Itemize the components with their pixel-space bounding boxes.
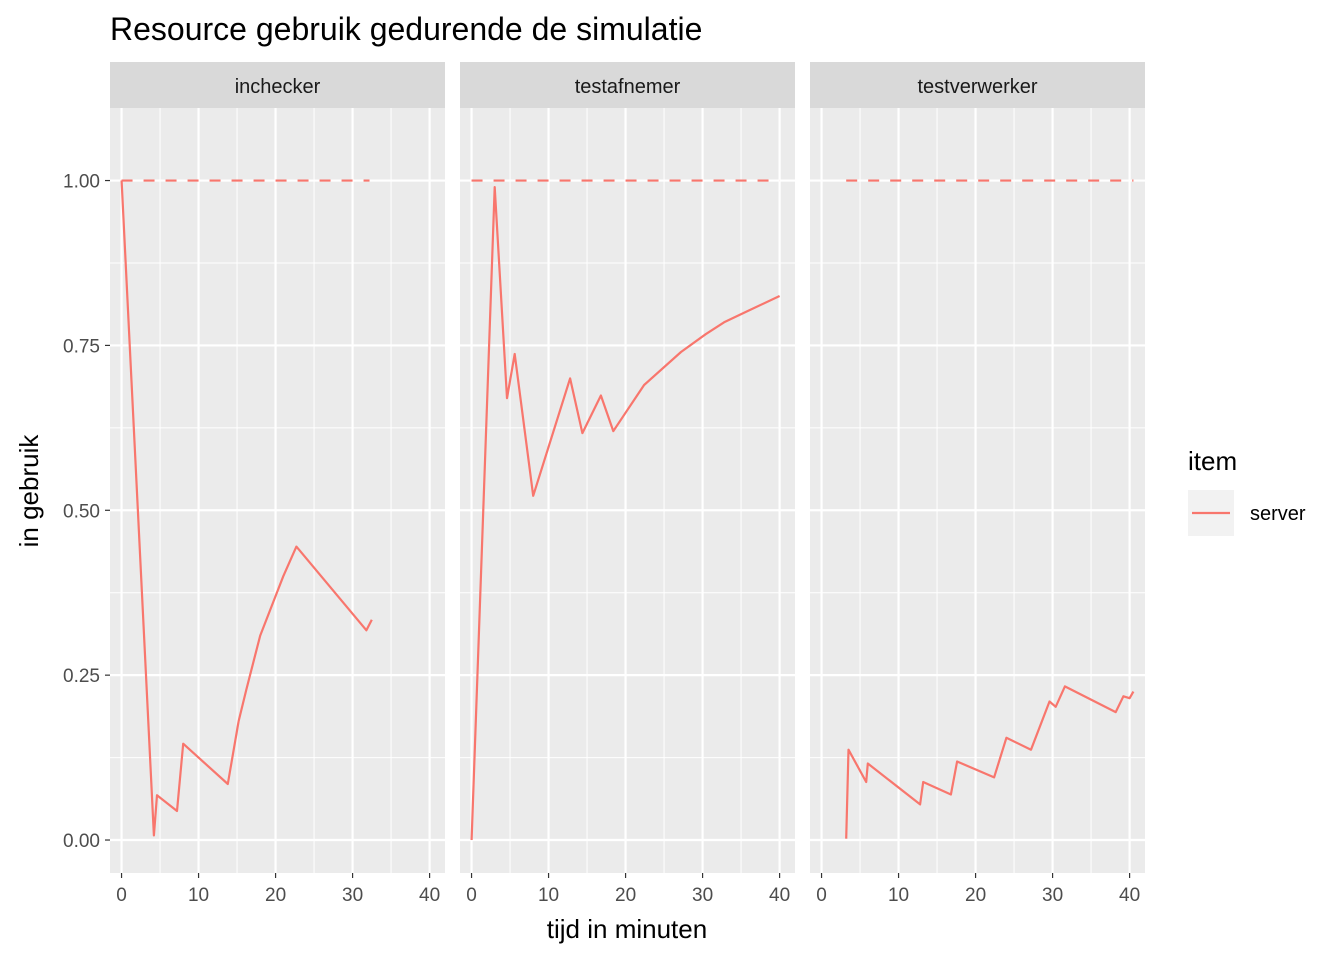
y-axis-title: in gebruik (14, 434, 44, 548)
x-tick-label: 20 (265, 885, 286, 906)
panel-background (460, 108, 795, 873)
y-tick-label: 0.75 (63, 336, 100, 357)
series-line-server-inchecker (120, 180, 373, 837)
y-tick-label: 0.00 (63, 831, 100, 852)
series-line-server-testverwerker (845, 685, 1135, 839)
x-tick-label: 10 (888, 885, 909, 906)
strip-testverwerker (810, 62, 1145, 108)
y-axis: 0.00 0.25 0.50 0.75 1.00 (63, 172, 110, 852)
strip-testafnemer (460, 62, 795, 108)
panel-background (110, 108, 445, 873)
x-tick-label: 0 (466, 885, 477, 906)
legend: item server (1188, 446, 1306, 536)
panel-inchecker: inchecker 0 10 20 30 40 (110, 62, 445, 906)
panel-background (810, 108, 1145, 873)
x-tick-label: 0 (816, 885, 827, 906)
x-tick-label: 30 (1042, 885, 1063, 906)
x-tick-label: 20 (615, 885, 636, 906)
y-tick-label: 0.25 (63, 666, 100, 687)
y-tick-label: 1.00 (63, 172, 100, 193)
x-tick-label: 10 (188, 885, 209, 906)
y-tick-label: 0.50 (63, 501, 100, 522)
x-tick-label: 0 (116, 885, 127, 906)
x-tick-label: 40 (769, 885, 790, 906)
x-tick-label: 10 (538, 885, 559, 906)
strip-inchecker (110, 62, 445, 108)
chart-title: Resource gebruik gedurende de simulatie (110, 11, 702, 47)
x-tick-label: 20 (965, 885, 986, 906)
x-tick-label: 30 (692, 885, 713, 906)
strip-label-testverwerker: testverwerker (917, 76, 1037, 98)
x-tick-label: 40 (1119, 885, 1140, 906)
series-line-server-testafnemer (470, 186, 781, 841)
x-axis-title: tijd in minuten (547, 914, 707, 944)
legend-title: item (1188, 446, 1237, 476)
panel-testafnemer: testafnemer 0 10 20 30 40 (460, 62, 795, 906)
strip-label-inchecker: inchecker (235, 76, 321, 98)
x-tick-label: 30 (342, 885, 363, 906)
panel-testverwerker: testverwerker 0 10 20 30 40 (810, 62, 1145, 906)
strip-label-testafnemer: testafnemer (575, 76, 681, 98)
legend-label-server: server (1250, 503, 1306, 525)
x-tick-label: 40 (419, 885, 440, 906)
